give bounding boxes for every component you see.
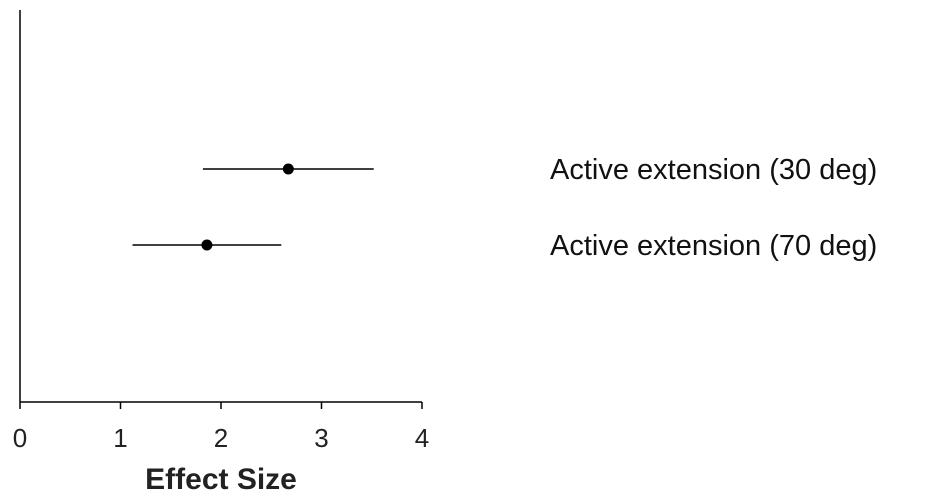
x-tick-label: 3 (314, 423, 328, 453)
row-label: Active extension (70 deg) (550, 230, 877, 262)
x-tick-label: 0 (13, 423, 27, 453)
x-axis-title: Effect Size (145, 463, 297, 496)
x-tick-label: 2 (214, 423, 228, 453)
x-tick-label: 1 (113, 423, 127, 453)
x-tick-label: 4 (415, 423, 429, 453)
forest-rows: Active extension (30 deg) Active extensio… (132, 154, 877, 262)
x-axis-ticks: 0 1 2 3 4 (13, 402, 429, 453)
row-label: Active extension (30 deg) (550, 154, 877, 186)
point-estimate (282, 163, 294, 175)
point-estimate (201, 239, 213, 251)
